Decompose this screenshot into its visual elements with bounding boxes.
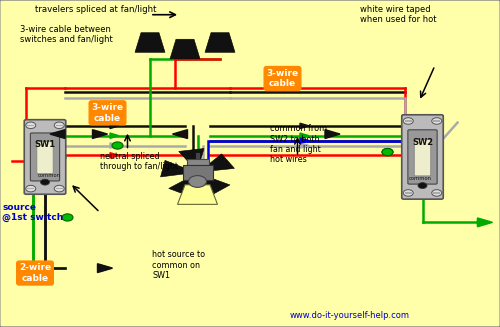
Polygon shape: [300, 123, 309, 129]
Text: neutral spliced
through to fan/light: neutral spliced through to fan/light: [100, 152, 178, 171]
Circle shape: [432, 190, 442, 196]
FancyBboxPatch shape: [414, 140, 431, 176]
Polygon shape: [170, 39, 200, 59]
Polygon shape: [478, 218, 492, 227]
Bar: [433, 120, 440, 122]
Circle shape: [112, 142, 123, 149]
FancyBboxPatch shape: [37, 142, 53, 174]
Text: 2-wire
cable: 2-wire cable: [19, 263, 51, 283]
FancyBboxPatch shape: [408, 130, 437, 184]
Polygon shape: [110, 133, 119, 138]
Polygon shape: [200, 175, 230, 196]
Text: common: common: [409, 176, 432, 181]
Polygon shape: [178, 185, 218, 204]
FancyBboxPatch shape: [30, 133, 60, 181]
Polygon shape: [169, 175, 196, 197]
Polygon shape: [172, 130, 188, 139]
Circle shape: [382, 148, 393, 156]
Polygon shape: [179, 148, 204, 169]
Circle shape: [54, 122, 64, 129]
Text: 3-wire
cable: 3-wire cable: [266, 69, 298, 88]
Bar: [56, 188, 63, 189]
Text: travelers spliced at fan/light: travelers spliced at fan/light: [35, 5, 156, 14]
Text: white wire taped
when used for hot: white wire taped when used for hot: [360, 5, 436, 24]
Polygon shape: [202, 154, 234, 172]
Circle shape: [188, 176, 206, 187]
Text: SW2: SW2: [412, 138, 433, 147]
Polygon shape: [160, 161, 192, 177]
Polygon shape: [92, 130, 108, 139]
Text: 3-wire
cable: 3-wire cable: [92, 103, 124, 123]
Circle shape: [40, 179, 50, 185]
Polygon shape: [300, 143, 309, 148]
Polygon shape: [100, 265, 111, 271]
Text: source
@1st switch: source @1st switch: [2, 203, 64, 222]
Polygon shape: [135, 33, 165, 52]
Circle shape: [26, 122, 36, 129]
Polygon shape: [325, 130, 340, 139]
Circle shape: [382, 148, 393, 156]
Circle shape: [403, 118, 413, 124]
Polygon shape: [110, 143, 119, 148]
Circle shape: [26, 185, 36, 192]
Circle shape: [403, 190, 413, 196]
Polygon shape: [98, 264, 112, 273]
Circle shape: [62, 214, 73, 221]
Text: hot source to
common on
SW1: hot source to common on SW1: [152, 250, 206, 280]
Bar: [56, 125, 63, 126]
Text: www.do-it-yourself-help.com: www.do-it-yourself-help.com: [290, 311, 410, 320]
Bar: [405, 120, 412, 122]
Bar: [405, 192, 412, 194]
Bar: [182, 165, 212, 180]
Bar: [433, 192, 440, 194]
Polygon shape: [110, 123, 119, 129]
Bar: [27, 188, 34, 189]
Polygon shape: [300, 138, 309, 143]
Text: common: common: [38, 173, 61, 178]
Polygon shape: [478, 219, 488, 226]
Bar: [27, 125, 34, 126]
Polygon shape: [50, 130, 65, 139]
Text: SW1: SW1: [34, 140, 56, 148]
FancyBboxPatch shape: [402, 115, 444, 199]
Polygon shape: [300, 133, 309, 138]
Text: 3-wire cable between
switches and fan/light: 3-wire cable between switches and fan/li…: [20, 25, 113, 44]
Polygon shape: [110, 153, 119, 158]
Text: common from
SW2 to both
fan and light
hot wires: common from SW2 to both fan and light ho…: [270, 124, 327, 164]
Bar: [186, 159, 208, 165]
Circle shape: [418, 182, 427, 188]
FancyBboxPatch shape: [24, 120, 66, 194]
Circle shape: [54, 185, 64, 192]
Circle shape: [432, 118, 442, 124]
Polygon shape: [205, 33, 235, 52]
